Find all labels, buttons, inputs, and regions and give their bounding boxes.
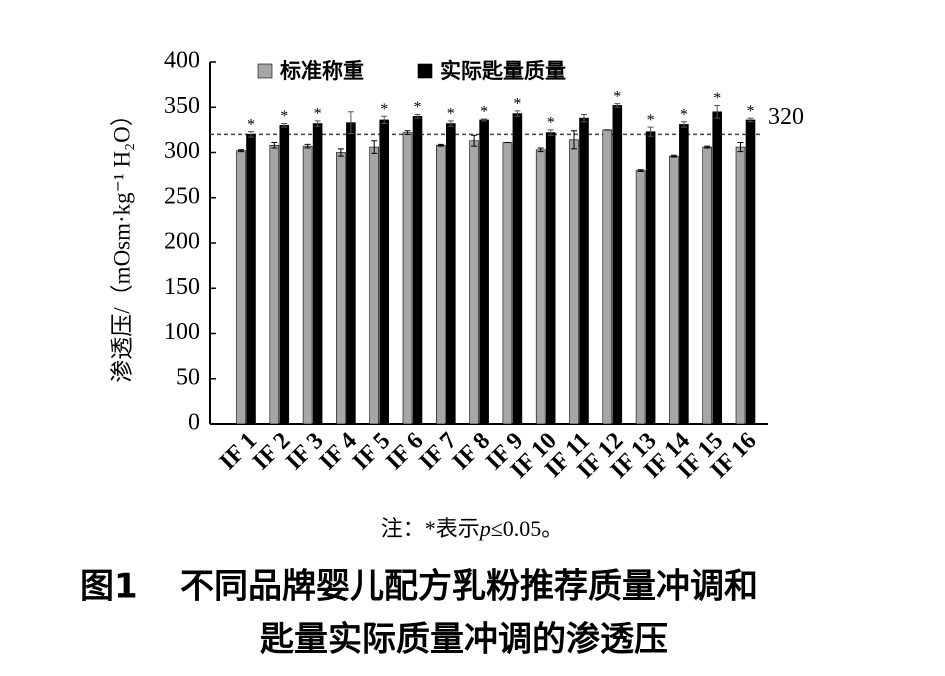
bar [679, 124, 689, 425]
note-text: 注：*表示 [381, 516, 480, 541]
bar [612, 105, 623, 425]
error-bar [680, 121, 687, 128]
error-bar [337, 148, 344, 157]
error-bar [381, 115, 388, 125]
note: 注：*表示p≤0.05。 [381, 516, 564, 541]
bar [635, 170, 646, 425]
significance-marker: * [547, 115, 555, 132]
bar [469, 140, 479, 425]
figure-label: 图1 [80, 567, 138, 607]
significance-marker: * [613, 88, 621, 105]
bar [246, 134, 256, 425]
bar [445, 123, 456, 425]
error-bar [670, 154, 677, 158]
error-bar [248, 131, 254, 138]
error-bar [238, 149, 244, 153]
legend-label: 实际匙量质量 [440, 59, 566, 83]
bar [279, 125, 290, 425]
caption-line: 不同品牌婴儿配方乳粉推荐质量冲调和 [180, 567, 758, 607]
significance-marker: * [680, 106, 688, 123]
note-text: p [478, 516, 491, 541]
bar [602, 129, 613, 425]
y-tick-label: 350 [164, 93, 200, 119]
bar [269, 144, 280, 425]
error-bar [637, 169, 644, 173]
bar [545, 132, 556, 425]
error-bar [371, 140, 378, 154]
y-axis-label: 渗透压/（mOsm·kg⁻¹ H₂O） [109, 103, 134, 382]
bar [535, 149, 546, 425]
error-bar [704, 145, 711, 149]
bar [569, 139, 579, 425]
legend-swatch [257, 63, 273, 79]
error-bar [714, 104, 721, 119]
y-tick-label: 300 [164, 138, 200, 164]
bar [312, 123, 323, 425]
significance-marker: * [380, 101, 388, 118]
error-bar [581, 113, 587, 123]
error-bar [404, 130, 411, 135]
error-bar [314, 120, 321, 127]
y-tick-label: 400 [164, 48, 200, 74]
error-bar [304, 143, 311, 149]
y-tick-label: 200 [164, 229, 200, 255]
bar [479, 119, 489, 425]
bar [745, 119, 756, 425]
bar [712, 111, 723, 425]
y-tick-label: 250 [164, 183, 200, 209]
bar [579, 117, 589, 425]
y-tick-label: 150 [164, 274, 200, 300]
caption-line: 匙量实际质量冲调的渗透压 [260, 620, 668, 660]
significance-marker: * [747, 103, 755, 120]
bar [735, 146, 746, 425]
y-tick-label: 100 [164, 319, 200, 345]
bar [512, 113, 523, 425]
y-tick-label: 0 [188, 410, 200, 436]
bar [346, 122, 356, 425]
bar [669, 155, 679, 425]
significance-marker: * [713, 90, 721, 107]
bar [236, 150, 246, 425]
significance-marker: * [280, 108, 288, 125]
significance-marker: * [414, 99, 422, 116]
error-bar [614, 103, 621, 108]
significance-marker: * [447, 105, 455, 122]
significance-marker: * [480, 104, 488, 121]
bar [502, 142, 513, 425]
error-bar [447, 120, 454, 127]
error-bar [571, 130, 577, 150]
bar [302, 145, 313, 425]
error-bar [281, 123, 288, 128]
reference-label: 320 [768, 104, 804, 130]
error-bar [514, 110, 521, 117]
bar [645, 131, 656, 425]
error-bar [437, 143, 444, 147]
note-text: ≤0.05。 [491, 516, 564, 541]
bar [435, 144, 446, 425]
error-bar [737, 142, 744, 153]
error-bar [471, 134, 478, 147]
error-bar [747, 117, 754, 123]
error-bar [271, 142, 278, 149]
error-bar [414, 113, 421, 119]
error-bar [481, 118, 488, 122]
significance-marker: * [314, 105, 322, 122]
bar [412, 116, 423, 425]
y-tick-label: 50 [176, 364, 200, 390]
error-bar [537, 147, 544, 153]
legend-label: 标准称重 [280, 59, 364, 83]
error-bar [347, 111, 354, 134]
significance-marker: * [247, 116, 255, 133]
significance-marker: * [647, 112, 655, 129]
error-bar [547, 129, 554, 136]
bar [336, 152, 346, 425]
bar [702, 146, 713, 425]
bar [369, 146, 380, 425]
error-bar [647, 126, 654, 137]
bar [402, 132, 413, 425]
significance-marker: * [513, 96, 521, 113]
legend-swatch [417, 63, 433, 79]
bar [379, 119, 390, 425]
